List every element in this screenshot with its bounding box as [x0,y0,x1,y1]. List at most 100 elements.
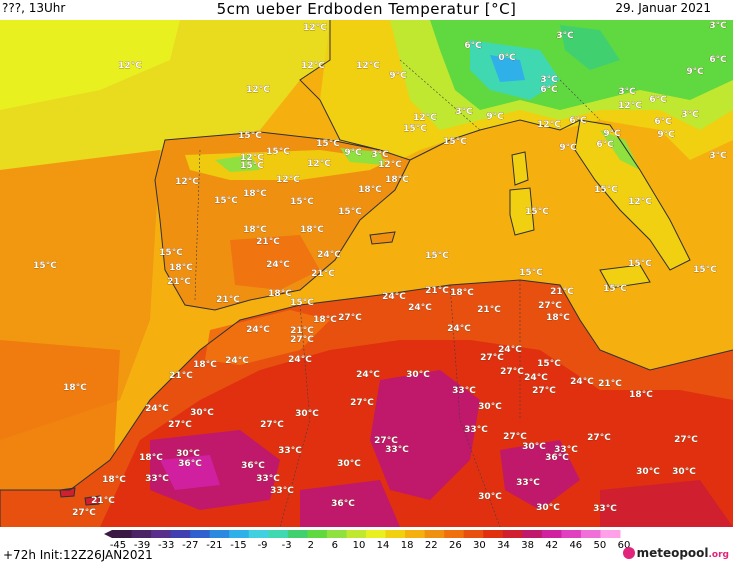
temperature-label: 15°C [594,185,618,195]
temperature-label: 21°C [425,286,449,296]
legend-swatch [522,530,543,538]
temperature-label: 27°C [374,436,398,446]
temperature-label: 12°C [378,160,402,170]
forecast-date: 29. Januar 2021 [615,1,711,15]
temperature-label: 9°C [657,130,675,140]
legend-swatch [561,530,582,538]
temperature-label: 3°C [681,110,699,120]
temperature-label: 33°C [452,386,476,396]
temperature-label: 12°C [303,23,327,33]
balearics [370,232,395,244]
temperature-label: 15°C [537,359,561,369]
temperature-label: 30°C [478,492,502,502]
temperature-label: 24°C [408,303,432,313]
legend-label: -39 [134,540,150,549]
temperature-label: 9°C [686,67,704,77]
temperature-label: 3°C [540,75,558,85]
temperature-label: 6°C [569,116,587,126]
pyrenees-cool [340,148,385,165]
temperature-label: 30°C [337,459,361,469]
brand-icon [622,547,635,559]
temperature-label: 24°C [382,292,406,302]
legend-label: 26 [449,540,462,549]
temperature-label: 27°C [587,433,611,443]
temperature-label: 18°C [139,453,163,463]
temperature-label: 3°C [618,87,636,97]
italy [575,120,690,270]
legend-labels: -45 -39 -33 -27 -21 -15 -9 -3 2 6 10 14 18 22 26 30 34 38… [110,540,631,549]
legend-label: 38 [521,540,534,549]
temperature-label: 30°C [190,408,214,418]
temperature-label: 21°C [91,496,115,506]
temperature-label: 12°C [618,101,642,111]
temperature-label: 27°C [168,420,192,430]
temperature-label: 18°C [169,263,193,273]
hot-core-3 [160,455,220,490]
temperature-label: 33°C [270,486,294,496]
borders [194,59,601,527]
alps-east [560,25,620,70]
temperature-label: 21°C [598,379,622,389]
temperature-label: 18°C [450,288,474,298]
temperature-label: 21°C [477,305,501,315]
temperature-label: 27°C [500,367,524,377]
temperature-label: 33°C [554,445,578,455]
temperature-label: 21°C [256,237,280,247]
temperature-label: 9°C [486,112,504,122]
temperature-label: 9°C [344,148,362,158]
temperature-label: 24°C [266,260,290,270]
temperature-label: 15°C [159,248,183,258]
legend-swatch [151,530,172,538]
temperature-label: 15°C [519,268,543,278]
legend-swatch [268,530,289,538]
temperature-label: 18°C [193,360,217,370]
temperature-label: 27°C [72,508,96,518]
temperature-label: 24°C [524,373,548,383]
temperature-label: 3°C [709,151,727,161]
temperature-label: 27°C [503,432,527,442]
alps-coldest [490,55,525,82]
sicily [600,265,650,288]
temperature-label: 21°C [216,295,240,305]
atlantic-far-north [0,20,180,110]
temperature-label: 12°C [537,120,561,130]
temperature-label: 36°C [331,499,355,509]
legend-label: 14 [377,540,390,549]
footer: -45 -39 -33 -27 -21 -15 -9 -3 2 6 10 14 18 22 26 30 34 38… [0,527,733,566]
temperature-label: 15°C [290,197,314,207]
temperature-label: 30°C [536,503,560,513]
legend-swatch [600,530,621,538]
legend-label: 34 [497,540,510,549]
temperature-label: 15°C [33,261,57,271]
legend-bar [104,530,621,538]
legend-swatch [209,530,230,538]
temperature-label: 3°C [709,21,727,31]
legend-swatch [190,530,211,538]
temperature-label: 24°C [225,356,249,366]
forecast-time: ???, 13Uhr [2,1,66,15]
temperature-label: 15°C [266,147,290,157]
brand-logo[interactable]: meteopool.org [622,546,729,560]
legend-label: 60 [618,540,631,549]
temperature-label: 6°C [596,140,614,150]
temperature-label: 27°C [532,386,556,396]
iberia-south-warm [230,235,320,290]
legend-swatch [580,530,601,538]
legend-swatch [170,530,191,538]
header: ???, 13Uhr 5cm ueber Erdboden Temperatur… [0,0,733,20]
legend-label: 30 [473,540,486,549]
temperature-label: 12°C [628,197,652,207]
temperature-label: 12°C [307,159,331,169]
legend-swatch [385,530,406,538]
legend-swatch [483,530,504,538]
legend-label: 10 [353,540,366,549]
legend-swatch [229,530,250,538]
legend-label: -15 [230,540,246,549]
legend-swatch [248,530,269,538]
temperature-label: 3°C [556,31,574,41]
legend-label: -45 [110,540,126,549]
temperature-label: 30°C [295,409,319,419]
temperature-label: 15°C [443,137,467,147]
temperature-label: 15°C [290,298,314,308]
temperature-label: 9°C [603,129,621,139]
